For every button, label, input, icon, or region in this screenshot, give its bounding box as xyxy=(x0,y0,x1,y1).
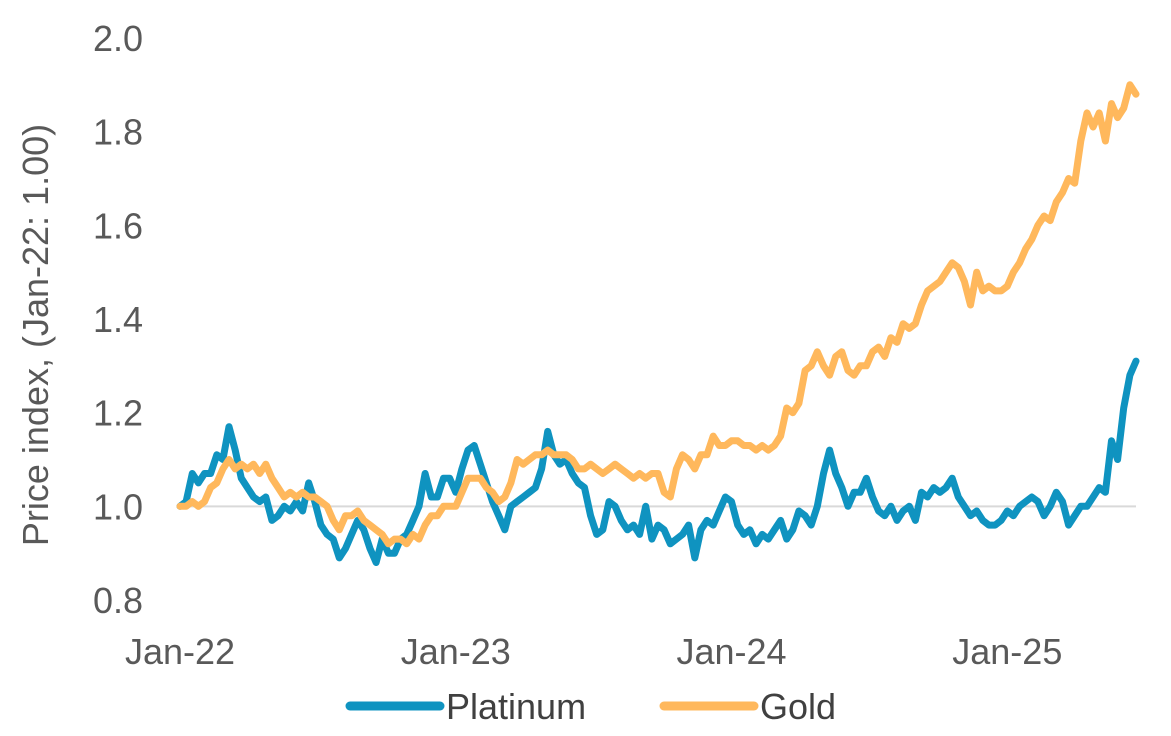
legend-label-platinum: Platinum xyxy=(446,686,586,727)
y-tick-label: 2.0 xyxy=(93,18,143,59)
y-tick-label: 0.8 xyxy=(93,580,143,621)
y-tick-label: 1.2 xyxy=(93,393,143,434)
legend-label-gold: Gold xyxy=(760,686,836,727)
y-tick-label: 1.0 xyxy=(93,486,143,527)
legend: Platinum Gold xyxy=(345,686,836,727)
x-tick-label: Jan-23 xyxy=(401,631,511,672)
y-tick-label: 1.6 xyxy=(93,205,143,246)
x-axis: Jan-22 Jan-23 Jan-24 Jan-25 xyxy=(125,631,1062,672)
y-axis-title: Price index, (Jan-22: 1.00) xyxy=(15,124,56,546)
series-layer xyxy=(176,81,1140,566)
y-axis: 0.8 1.0 1.2 1.4 1.6 1.8 2.0 xyxy=(93,18,143,621)
x-tick-label: Jan-22 xyxy=(125,631,235,672)
x-tick-label: Jan-25 xyxy=(952,631,1062,672)
x-tick-label: Jan-24 xyxy=(676,631,786,672)
y-tick-label: 1.4 xyxy=(93,299,143,340)
y-tick-label: 1.8 xyxy=(93,112,143,153)
series-line-gold xyxy=(176,81,1140,548)
series-line-platinum xyxy=(176,357,1140,566)
